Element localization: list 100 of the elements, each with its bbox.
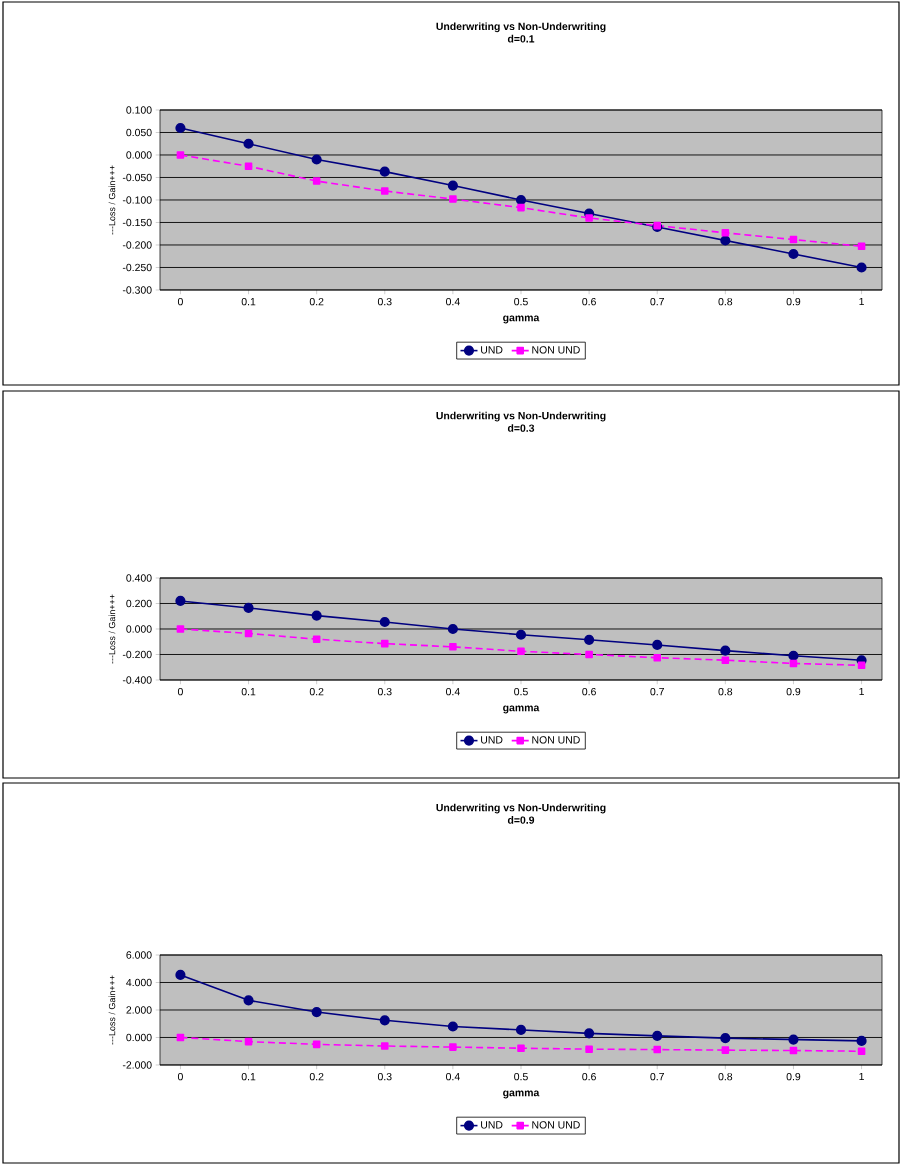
point	[243, 138, 254, 149]
legend-label: NON UND	[532, 1121, 580, 1129]
point	[788, 248, 799, 260]
point	[857, 1047, 866, 1056]
point	[584, 1028, 595, 1039]
point	[584, 634, 595, 645]
point	[585, 214, 593, 222]
x-tick-label: 0.1	[241, 687, 256, 696]
point	[517, 203, 525, 212]
x-axis-title: gamma	[503, 1090, 540, 1099]
point	[380, 639, 389, 648]
point	[720, 645, 731, 656]
y-axis-title: ---Loss / Gain+++	[108, 594, 116, 664]
x-tick-label: 0.6	[582, 687, 596, 696]
point	[244, 162, 253, 171]
x-tick-label: 1	[859, 1072, 864, 1081]
point	[449, 195, 457, 203]
point	[720, 235, 731, 246]
point	[175, 969, 186, 981]
point	[585, 1045, 593, 1053]
point	[517, 647, 525, 656]
point	[312, 177, 321, 185]
point	[380, 187, 389, 195]
x-tick-label: 0.1	[241, 1072, 256, 1081]
point	[720, 1033, 731, 1044]
point	[243, 602, 254, 614]
x-tick-label: 0.3	[377, 297, 392, 306]
legend-label: UND	[481, 1121, 503, 1129]
y-tick-label: -0.250	[122, 263, 152, 272]
y-tick-label: 0.000	[126, 625, 152, 633]
x-tick-label: 0.1	[241, 297, 256, 306]
point	[311, 1006, 322, 1018]
x-tick-label: 0.4	[446, 1072, 460, 1081]
y-tick-label: 0.000	[126, 151, 152, 159]
x-tick-label: 0.8	[718, 1072, 733, 1081]
point	[379, 1015, 390, 1026]
x-tick-label: 0.5	[514, 297, 528, 306]
x-tick-label: 0.5	[514, 1072, 528, 1081]
chart-title: Underwriting vs Non-Underwriting	[436, 803, 606, 814]
point	[379, 166, 390, 177]
y-axis-title: ---Loss / Gain+++	[108, 975, 116, 1045]
chart-subtitle: d=0.1	[507, 34, 535, 43]
point	[788, 1034, 799, 1045]
x-tick-label: 0.8	[718, 297, 733, 306]
point	[312, 635, 321, 643]
y-tick-label: -0.300	[122, 286, 152, 294]
x-tick-label: 0.5	[514, 687, 528, 696]
x-tick-label: 0.4	[446, 297, 460, 306]
y-tick-label: 0.200	[126, 599, 152, 608]
chart-title: Underwriting vs Non-Underwriting	[436, 411, 606, 422]
chart-subtitle: d=0.9	[507, 816, 535, 824]
y-tick-label: -0.050	[122, 173, 152, 182]
y-tick-label: 0.050	[126, 128, 152, 137]
x-tick-label: 0.7	[650, 687, 664, 696]
x-tick-label: 0.2	[309, 1072, 324, 1081]
x-axis-title: gamma	[503, 705, 540, 714]
x-tick-label: 1	[859, 687, 864, 696]
point	[652, 639, 663, 651]
x-tick-label: 0	[177, 297, 183, 306]
point	[721, 656, 730, 665]
x-tick-label: 0.2	[309, 297, 324, 306]
x-tick-label: 0.9	[786, 687, 801, 696]
x-tick-label: 0.2	[309, 687, 324, 696]
x-tick-label: 0.3	[377, 1072, 392, 1081]
y-tick-label: 0.000	[126, 1033, 152, 1042]
point	[447, 180, 458, 191]
y-tick-label: 0.100	[126, 106, 152, 114]
y-tick-label: 0.400	[126, 574, 152, 582]
point	[721, 229, 730, 237]
x-tick-label: 0.6	[582, 1072, 596, 1081]
point	[379, 616, 390, 628]
point	[721, 1046, 730, 1054]
y-tick-label: 4.000	[126, 978, 152, 987]
x-tick-label: 0.8	[718, 687, 733, 696]
legend-label: NON UND	[532, 346, 580, 354]
point	[447, 623, 458, 635]
point	[449, 643, 457, 651]
point	[517, 1044, 525, 1052]
x-tick-label: 1	[859, 297, 864, 306]
point	[175, 595, 186, 607]
point	[176, 151, 185, 159]
x-tick-label: 0.9	[786, 1072, 801, 1081]
chart-subtitle: d=0.3	[507, 424, 535, 432]
x-tick-label: 0.7	[650, 1072, 664, 1081]
point	[515, 1024, 527, 1036]
point	[585, 650, 593, 659]
x-tick-label: 0.3	[377, 687, 392, 696]
chart-title: Underwriting vs Non-Underwriting	[436, 22, 606, 33]
point	[449, 1043, 457, 1051]
point	[447, 1021, 458, 1032]
y-tick-label: -2.000	[122, 1061, 152, 1069]
point	[175, 122, 186, 134]
y-axis-title: ---Loss / Gain+++	[108, 165, 116, 235]
point	[653, 653, 662, 662]
y-tick-label: 2.000	[126, 1006, 152, 1014]
y-tick-label: -0.100	[122, 196, 152, 204]
x-tick-label: 0.7	[650, 297, 664, 306]
y-tick-label: -0.400	[122, 676, 152, 684]
x-tick-label: 0.6	[582, 297, 596, 306]
y-tick-label: 6.000	[126, 951, 152, 959]
